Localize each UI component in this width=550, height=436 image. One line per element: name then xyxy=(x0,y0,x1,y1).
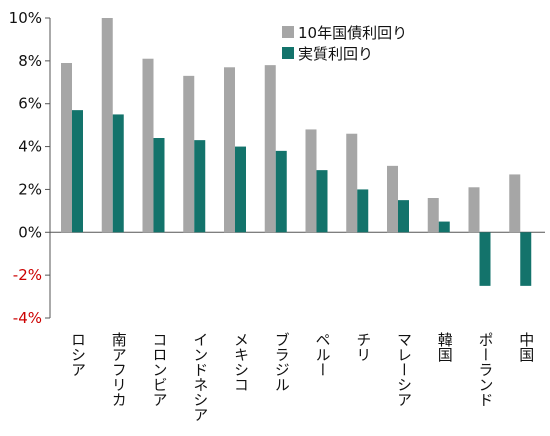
legend-swatch xyxy=(282,47,294,59)
bar-nominal-yield xyxy=(468,187,480,233)
bar-nominal-yield xyxy=(346,133,358,233)
bar-nominal-yield xyxy=(101,18,113,233)
bar-real-yield xyxy=(112,114,124,233)
bar-nominal-yield xyxy=(142,58,154,233)
bar-real-yield xyxy=(479,232,491,286)
category-label: 南アフリカ xyxy=(110,332,128,407)
y-tick-label: 8% xyxy=(18,52,42,70)
category-label: チリ xyxy=(354,332,372,362)
category-label: ペルー xyxy=(314,332,332,377)
bar-nominal-yield xyxy=(224,67,235,233)
legend-label: 実質利回り xyxy=(298,45,373,63)
y-tick-label: -4% xyxy=(13,309,42,327)
bar-nominal-yield xyxy=(387,165,398,233)
category-label: ブラジル xyxy=(273,332,291,392)
y-tick-label: 6% xyxy=(18,95,42,113)
bar-real-yield xyxy=(438,221,450,233)
category-label: 韓国 xyxy=(436,332,454,362)
bar-nominal-yield xyxy=(264,65,276,233)
y-tick-label: 0% xyxy=(18,223,42,241)
y-tick-label: 4% xyxy=(18,138,42,156)
bar-real-yield xyxy=(275,150,287,233)
bar-nominal-yield xyxy=(305,129,317,233)
y-tick-label: 2% xyxy=(18,180,42,198)
category-label: ロシア xyxy=(69,332,87,377)
bar-real-yield xyxy=(72,110,83,233)
bar-nominal-yield xyxy=(427,198,439,233)
category-label: インドネシア xyxy=(191,332,209,422)
legend-label: 10年国債利回り xyxy=(298,24,407,42)
category-label: 中国 xyxy=(517,332,535,362)
bar-real-yield xyxy=(316,170,328,233)
bar-nominal-yield xyxy=(61,63,72,233)
bar-nominal-yield xyxy=(183,75,195,233)
bar-nominal-yield xyxy=(509,174,521,233)
bar-real-yield xyxy=(235,146,246,233)
bar-real-yield xyxy=(194,140,206,233)
bar-real-yield xyxy=(153,138,165,233)
category-label: メキシコ xyxy=(232,332,250,392)
bar-real-yield xyxy=(357,189,369,233)
category-label: ポーランド xyxy=(477,332,495,407)
y-tick-label: -2% xyxy=(13,266,42,284)
legend-swatch xyxy=(282,26,294,38)
y-tick-label: 10% xyxy=(9,9,42,27)
bar-real-yield xyxy=(398,200,409,233)
category-label: コロンビア xyxy=(151,332,169,407)
category-label: マレーシア xyxy=(395,332,413,407)
bar-real-yield xyxy=(520,232,532,286)
